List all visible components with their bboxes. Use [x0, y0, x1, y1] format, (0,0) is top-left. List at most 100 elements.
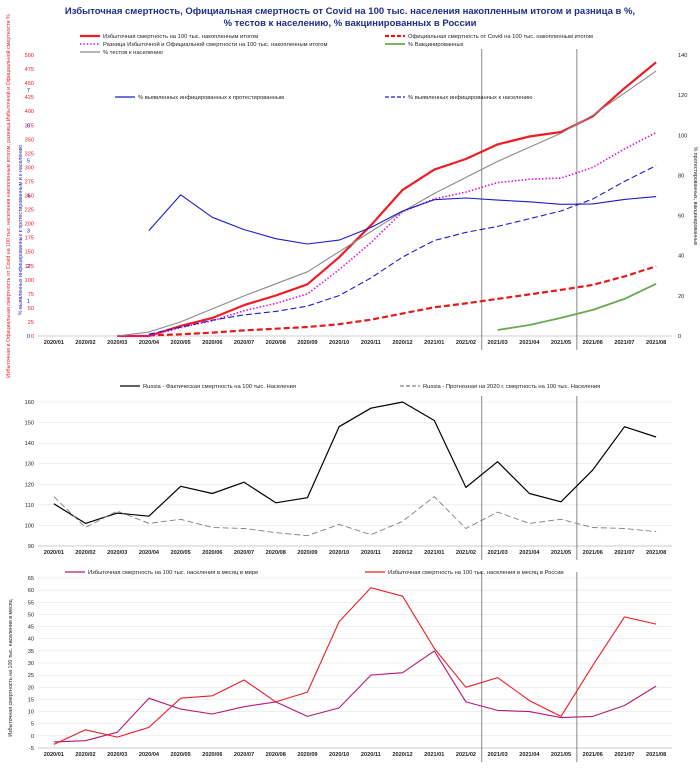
x-tick-label: 2020/02 — [75, 340, 95, 346]
y-tick-label: 90 — [28, 544, 34, 550]
y-tick-label: 25 — [28, 673, 34, 679]
x-tick-label: 2020/05 — [171, 550, 191, 556]
left-tick-label: 75 — [28, 292, 34, 298]
legend-label-1: Избыточная смертность на 100 тыс. населе… — [88, 570, 258, 576]
x-tick-label: 2021/01 — [424, 340, 444, 346]
y-tick-label: 140 — [25, 441, 34, 447]
monthly-excess-mortality-chart: -5 0 5 10 15 20 25 30 35 40 45 50 55 60 65 2020/01 2020/… — [8, 570, 672, 762]
inner-tick-label: 1 — [27, 299, 30, 305]
y-tick-label: 40 — [28, 637, 34, 643]
y-axis-title: Избыточная смертность на 100 тыс. населе… — [8, 599, 14, 736]
x-tick-label: 2020/04 — [139, 752, 160, 758]
x-tick-label: 2020/12 — [392, 752, 412, 758]
legend-label-1: Избыточная смертность на 100 тыс. накопл… — [103, 34, 258, 40]
left-tick-label: 250 — [25, 194, 34, 200]
left-axis-title: Избыточная и Официальная смертность от C… — [5, 14, 12, 378]
legend-label-2: Избыточная смертность на 100 тыс. населе… — [388, 570, 564, 576]
y-tick-label: 150 — [25, 421, 34, 427]
x-tick-label: 2020/04 — [139, 340, 160, 346]
left-tick-label: 325 — [25, 151, 34, 157]
x-tick-label: 2021/06 — [583, 340, 603, 346]
x-tick-label: 2021/04 — [519, 752, 540, 758]
y-tick-label: 45 — [28, 625, 34, 631]
x-tick-label: 2021/05 — [551, 550, 571, 556]
y-tick-label: 30 — [28, 661, 34, 667]
series-line-2 — [53, 496, 657, 537]
left-tick-label: 125 — [25, 264, 34, 270]
series-line-5 — [117, 70, 657, 337]
x-tick-label: 2020/02 — [75, 550, 95, 556]
x-tick-label: 2020/08 — [266, 340, 286, 346]
x-tick-label: 2020/07 — [234, 752, 254, 758]
right-tick-label: 100 — [678, 133, 687, 139]
x-tick-label: 2021/06 — [583, 550, 603, 556]
left-tick-label: 300 — [25, 165, 34, 171]
x-tick-label: 2020/06 — [202, 752, 222, 758]
x-tick-label: 2021/04 — [519, 550, 540, 556]
chart-title-line1: Избыточная смертность, Официальная смерт… — [65, 6, 635, 17]
series-line-4 — [497, 282, 657, 331]
x-tick-label: 2020/08 — [266, 550, 286, 556]
series-line-1 — [117, 61, 657, 338]
right-tick-label: 20 — [678, 294, 684, 300]
x-tick-label: 2020/03 — [107, 752, 127, 758]
right-tick-label: 40 — [678, 254, 684, 260]
left-tick-label: 350 — [25, 137, 34, 143]
inner-tick-label: 2 — [27, 264, 30, 270]
left-tick-label: 25 — [28, 320, 34, 326]
inner-tick-label: 3 — [27, 229, 30, 235]
inner-axis-title: % выявленных инфицированных к протестиро… — [18, 145, 24, 315]
legend-label-7: % выявленных инфицированных к населению — [408, 95, 533, 101]
y-tick-label: 50 — [28, 612, 34, 618]
x-tick-label: 2021/01 — [424, 752, 444, 758]
inner-tick-label: 7 — [27, 88, 30, 94]
x-tick-label: 2020/04 — [139, 550, 160, 556]
legend-label-4: % Вакцинированных — [408, 42, 464, 48]
x-tick-label: 2020/11 — [361, 340, 381, 346]
x-tick-label: 2020/10 — [329, 340, 349, 346]
x-tick-label: 2020/06 — [202, 340, 222, 346]
left-tick-label: 50 — [28, 306, 34, 312]
x-tick-label: 2021/07 — [614, 752, 634, 758]
x-tick-label: 2021/08 — [646, 550, 666, 556]
x-tick-label: 2020/03 — [107, 550, 127, 556]
right-tick-label: 140 — [678, 53, 687, 59]
y-tick-label: 130 — [25, 462, 34, 468]
series-line-6 — [148, 194, 657, 245]
x-tick-label: 2021/07 — [614, 550, 634, 556]
left-tick-label: 400 — [25, 109, 34, 115]
x-tick-label: 2021/03 — [488, 550, 508, 556]
left-tick-label: 500 — [25, 53, 34, 59]
cumulative-mortality-chart: 0255075100125150175200225250275300325350… — [5, 14, 698, 378]
x-tick-label: 2021/03 — [488, 340, 508, 346]
y-tick-label: 100 — [25, 523, 34, 529]
x-tick-label: 2020/11 — [361, 550, 381, 556]
x-tick-label: 2020/12 — [392, 340, 412, 346]
legend-label-3: Разница Избыточной и Официальной смертно… — [103, 41, 328, 48]
right-tick-label: 0 — [678, 334, 681, 340]
left-tick-label: 375 — [25, 123, 34, 129]
x-tick-label: 2020/01 — [44, 752, 64, 758]
x-tick-label: 2020/09 — [297, 550, 317, 556]
series-line-3 — [117, 131, 657, 337]
x-tick-label: 2020/07 — [234, 550, 254, 556]
x-tick-label: 2020/06 — [202, 550, 222, 556]
x-tick-label: 2020/10 — [329, 550, 349, 556]
y-tick-label: 20 — [28, 685, 34, 691]
x-tick-label: 2020/12 — [392, 550, 412, 556]
left-tick-label: 425 — [25, 95, 34, 101]
y-tick-label: 60 — [28, 588, 34, 594]
x-tick-label: 2020/07 — [234, 340, 254, 346]
left-tick-label: 200 — [25, 222, 34, 228]
x-tick-label: 2021/04 — [519, 340, 540, 346]
inner-tick-label: 6 — [27, 123, 30, 129]
x-tick-label: 2020/03 — [107, 340, 127, 346]
x-tick-label: 2020/10 — [329, 752, 349, 758]
x-tick-label: 2020/09 — [297, 340, 317, 346]
left-tick-label: 100 — [25, 278, 34, 284]
legend-label-1: Russia - Фактическая смертность на 100 т… — [143, 384, 296, 390]
x-tick-label: 2021/08 — [646, 752, 666, 758]
inner-tick-label: 5 — [27, 158, 30, 164]
inner-tick-label: 4 — [27, 194, 30, 200]
